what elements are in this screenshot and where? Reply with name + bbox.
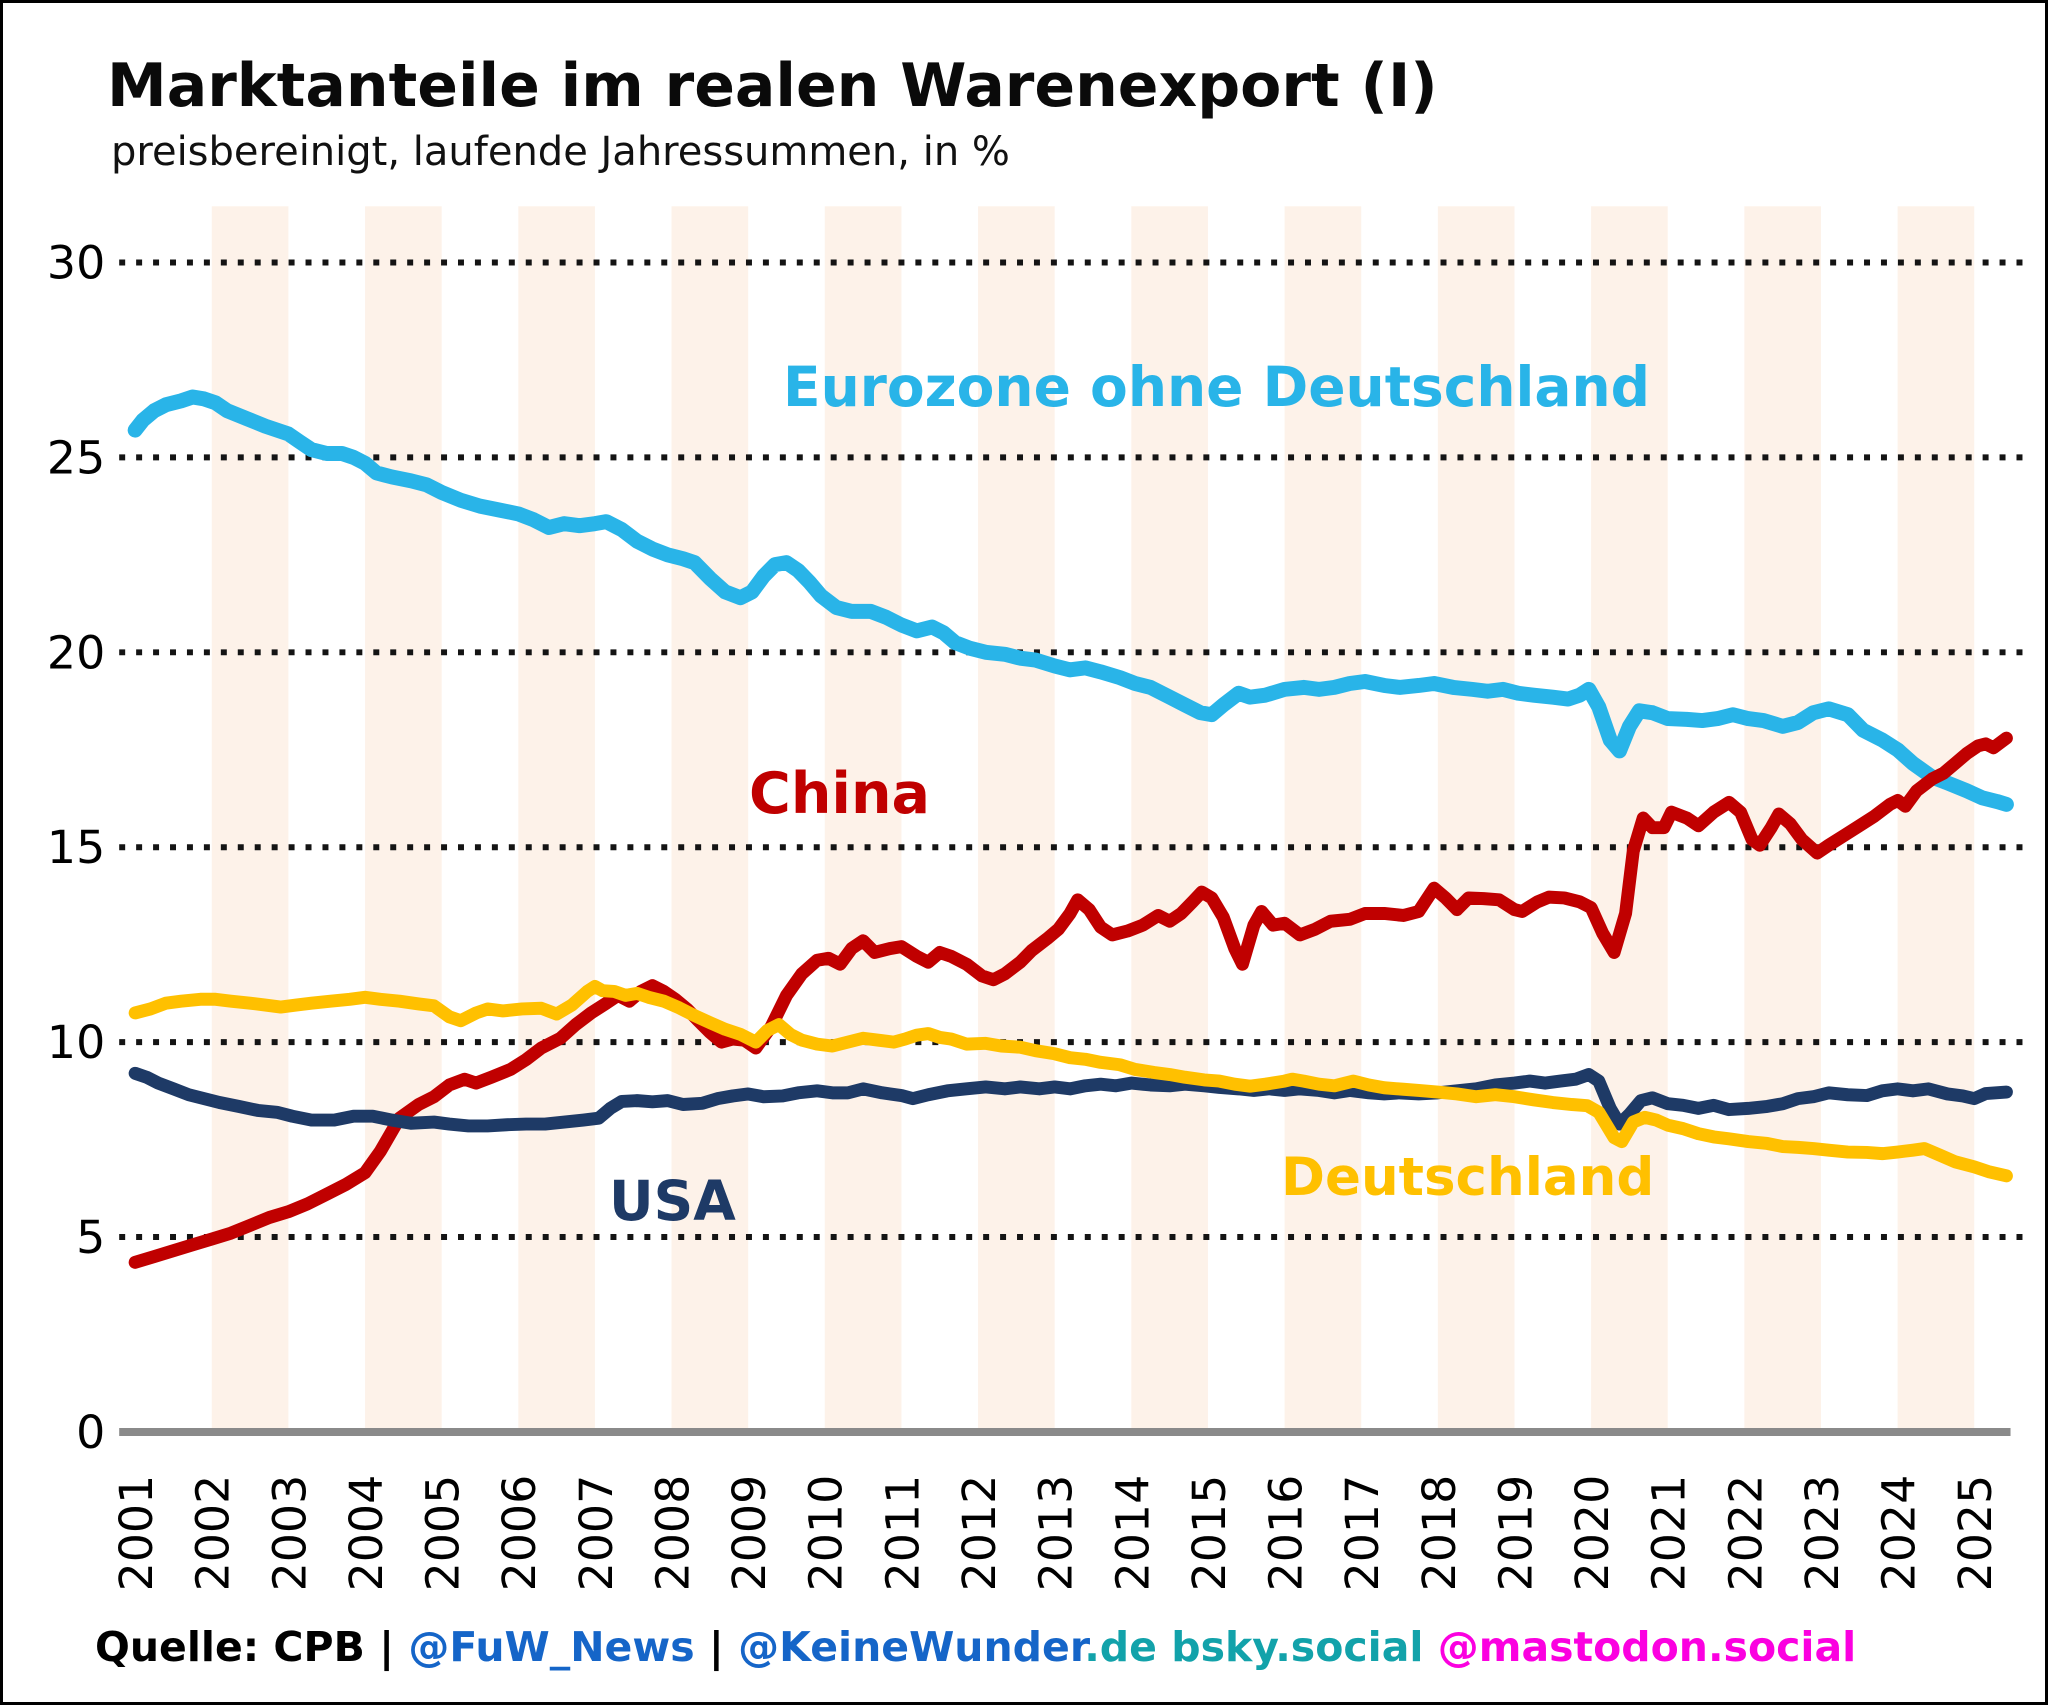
footer-keinewunder-handle: @KeineWunder (738, 1623, 1085, 1671)
series-label-usa: USA (609, 1169, 736, 1233)
footer-bsky-domain: bsky.social (1171, 1623, 1438, 1671)
x-tick-label-2013: 2013 (1029, 1475, 1083, 1592)
x-tick-label-2019: 2019 (1488, 1475, 1542, 1592)
series-label-china: China (749, 761, 930, 827)
year-stripe-2018 (1437, 206, 1515, 1432)
x-tick-label-2010: 2010 (799, 1475, 853, 1592)
footer-keinewunder-domain: .de (1084, 1623, 1172, 1671)
x-tick-label-2022: 2022 (1718, 1475, 1772, 1592)
x-tick-label-2021: 2021 (1642, 1475, 1696, 1592)
x-tick-label-2005: 2005 (416, 1475, 470, 1592)
series-label-eurozone: Eurozone ohne Deutschland (783, 355, 1650, 419)
y-tick-label-10: 10 (47, 1015, 105, 1069)
gridlines (119, 259, 2031, 1241)
y-axis-tick-labels: 0 5 10 15 20 25 30 (47, 235, 105, 1458)
y-tick-label-5: 5 (76, 1210, 105, 1264)
x-tick-label-2014: 2014 (1105, 1475, 1159, 1592)
x-tick-label-2018: 2018 (1412, 1475, 1466, 1592)
x-tick-label-2024: 2024 (1872, 1475, 1926, 1592)
x-tick-label-2009: 2009 (722, 1475, 776, 1592)
x-tick-label-2016: 2016 (1259, 1475, 1313, 1592)
chart-subtitle: preisbereinigt, laufende Jahressummen, i… (111, 129, 1010, 175)
footer-separator-1: | (379, 1623, 409, 1671)
year-stripe-2014 (1131, 206, 1208, 1432)
y-tick-label-0: 0 (76, 1405, 105, 1459)
y-tick-label-25: 25 (47, 430, 105, 484)
x-tick-label-2012: 2012 (952, 1475, 1006, 1592)
series-line-deutschland (128, 979, 2013, 1183)
source-line: Quelle: CPB | @FuW_News | @KeineWunder.d… (95, 1623, 1856, 1671)
year-stripe-2016 (1284, 206, 1362, 1432)
x-tick-label-2017: 2017 (1335, 1475, 1389, 1592)
y-tick-label-15: 15 (47, 820, 105, 874)
year-stripe-2024 (1897, 206, 1975, 1432)
x-tick-label-2007: 2007 (569, 1475, 623, 1592)
series-line-eurozone-ohne-deutschland (127, 389, 2014, 812)
footer-separator-2: | (694, 1623, 739, 1671)
year-stripe-2004 (365, 206, 442, 1432)
even-year-stripes (211, 206, 1975, 1432)
footer-mastodon-handle: @mastodon.social (1437, 1623, 1857, 1671)
x-tick-label-2002: 2002 (186, 1475, 240, 1592)
footer-fuw-handle: @FuW_News (408, 1623, 695, 1671)
x-tick-label-2011: 2011 (875, 1475, 929, 1592)
year-stripe-2010 (824, 206, 902, 1432)
year-stripe-2008 (671, 206, 749, 1432)
x-tick-label-2006: 2006 (492, 1475, 546, 1592)
series-line-usa (128, 1066, 2013, 1133)
series-line-china (128, 731, 2013, 1269)
year-stripe-2020 (1591, 206, 1668, 1432)
x-tick-label-2004: 2004 (339, 1475, 393, 1592)
footer-source-label: Quelle: CPB (95, 1623, 380, 1671)
chart-title: Marktanteile im realen Warenexport (I) (107, 51, 1438, 121)
x-tick-label-2020: 2020 (1565, 1475, 1619, 1592)
x-tick-label-2015: 2015 (1182, 1475, 1236, 1592)
x-tick-label-2023: 2023 (1795, 1475, 1849, 1592)
year-stripe-2006 (518, 206, 595, 1432)
series-lines (127, 389, 2014, 1269)
year-stripe-2012 (978, 206, 1055, 1432)
y-tick-label-20: 20 (47, 625, 105, 679)
y-tick-label-30: 30 (47, 235, 105, 289)
x-axis-tick-labels: 2001 2002 2003 2004 2005 2006 2007 2008 2009 2010… (109, 1475, 2002, 1592)
x-tick-label-2001: 2001 (109, 1475, 163, 1592)
x-tick-label-2025: 2025 (1948, 1475, 2002, 1592)
series-label-deutschland: Deutschland (1281, 1147, 1655, 1208)
x-tick-label-2008: 2008 (645, 1475, 699, 1592)
x-tick-label-2003: 2003 (262, 1475, 316, 1592)
year-stripe-2002 (211, 206, 289, 1432)
